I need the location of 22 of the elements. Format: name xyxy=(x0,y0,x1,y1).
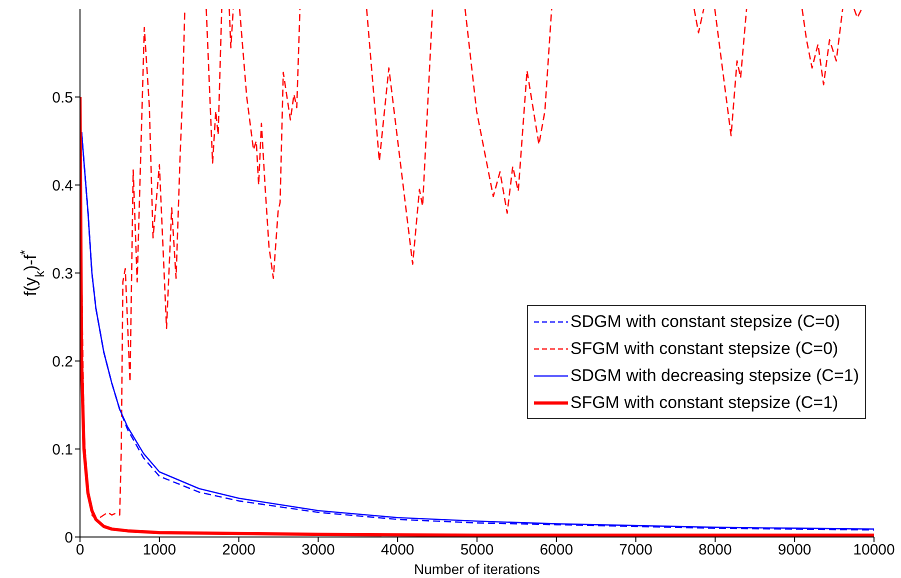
x-tick-label: 0 xyxy=(76,542,84,559)
legend-label: SFGM with constant stepsize (C=0) xyxy=(570,338,838,358)
x-tick-label: 5000 xyxy=(460,542,494,559)
y-tick-label: 0.2 xyxy=(52,353,73,370)
y-tick-label: 0.1 xyxy=(52,441,73,458)
y-tick-label: 0.4 xyxy=(52,177,73,194)
x-tick-label: 10000 xyxy=(853,542,895,559)
legend-label: SFGM with constant stepsize (C=1) xyxy=(570,392,838,412)
legend-label: SDGM with decreasing stepsize (C=1) xyxy=(570,366,859,386)
x-tick-label: 8000 xyxy=(698,542,732,559)
x-axis-title: Number of iterations xyxy=(414,561,540,577)
x-tick-label: 1000 xyxy=(142,542,176,559)
y-tick-label: 0.3 xyxy=(52,265,73,282)
legend-label: SDGM with constant stepsize (C=0) xyxy=(570,312,840,332)
x-tick-label: 3000 xyxy=(302,542,335,559)
y-tick-label: 0 xyxy=(64,529,73,546)
y-tick-label: 0.5 xyxy=(52,89,73,106)
x-tick-label: 9000 xyxy=(778,542,812,559)
x-tick-label: 4000 xyxy=(380,542,414,559)
x-tick-label: 2000 xyxy=(222,542,256,559)
x-tick-label: 7000 xyxy=(619,542,652,559)
x-tick-label: 6000 xyxy=(540,542,574,559)
